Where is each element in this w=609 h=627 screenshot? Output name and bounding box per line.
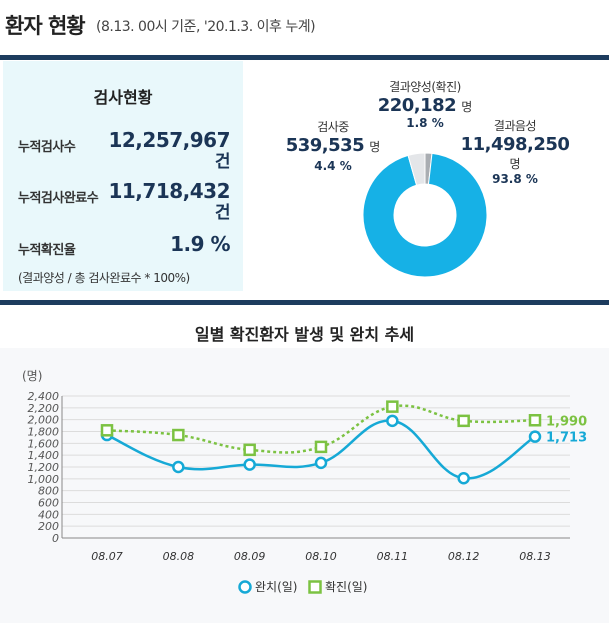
x-tick-label: 08.08 (163, 550, 195, 563)
stat-number: 11,718,432 (108, 179, 230, 203)
trend-chart-title: 일별 확진환자 발생 및 완치 추세 (194, 325, 415, 344)
y-tick-label: 2,400 (28, 390, 60, 403)
y-tick-label: 2,000 (28, 414, 60, 427)
negative-value: 11,498,250 (460, 134, 570, 155)
data-point-square (243, 443, 256, 457)
donut-slice-negative (362, 152, 488, 278)
legend-label: 확진(일) (325, 580, 367, 594)
testing-pct: 4.4 % (314, 159, 352, 173)
y-tick-label: 400 (38, 508, 59, 521)
legend-marker-square (308, 580, 322, 594)
stat-label-positive-rate: 누적확진율 (18, 243, 76, 258)
legend-label: 완치(일) (255, 580, 297, 594)
positive-pct: 1.8 % (406, 116, 444, 130)
donut-label-testing: 검사중 539,535 명 4.4 % (283, 118, 383, 173)
stat-unit: 건 (214, 152, 231, 172)
data-point-square (386, 400, 399, 413)
page-subtitle: (8.13. 00시 기준, '20.1.3. 이후 누계) (96, 19, 316, 35)
x-tick-label: 08.10 (305, 550, 337, 563)
data-point-circle (172, 460, 185, 474)
y-tick-label: 600 (38, 497, 59, 510)
y-tick-label: 2,200 (28, 402, 60, 415)
x-tick-label: 08.07 (91, 550, 123, 563)
data-point-square (172, 428, 185, 442)
y-tick-label: 0 (52, 532, 59, 545)
top-divider (0, 55, 609, 60)
data-point-square (100, 424, 114, 437)
trend-line-chart: (명) 02004006008001,0001,2001,4001,6001,8… (22, 369, 587, 594)
y-axis-label: (명) (22, 369, 42, 383)
positive-unit: 명 (461, 100, 473, 114)
testing-unit: 명 (369, 140, 381, 154)
x-tick-label: 08.12 (448, 550, 480, 563)
end-value-label: 1,713 (546, 431, 587, 446)
data-point-circle (314, 456, 328, 470)
testing-name: 검사중 (317, 120, 349, 134)
y-tick-label: 1,000 (28, 473, 60, 486)
y-tick-label: 200 (38, 520, 59, 533)
middle-divider (0, 300, 609, 305)
stat-number: 12,257,967 (108, 128, 230, 152)
x-tick-label: 08.09 (234, 550, 266, 563)
x-tick-label: 08.11 (377, 550, 409, 563)
end-value-label: 1,990 (546, 414, 587, 429)
page-title: 환자 현황 (5, 14, 86, 38)
x-tick-label: 08.13 (519, 550, 551, 563)
y-tick-label: 1,400 (28, 449, 60, 462)
data-point-circle (528, 430, 542, 443)
data-point-square (314, 440, 328, 454)
data-point-circle (243, 458, 256, 471)
data-point-circle (386, 414, 399, 428)
y-tick-label: 800 (38, 485, 59, 498)
positive-name: 결과양성(확진) (389, 80, 461, 94)
page-header: 환자 현황 (8.13. 00시 기준, '20.1.3. 이후 누계) (0, 0, 609, 55)
stat-label-total-tests: 누적검사수 (18, 140, 76, 155)
negative-pct: 93.8 % (492, 172, 538, 186)
stat-value-total-tests: 12,257,967 건 (108, 129, 230, 173)
legend-marker-circle (238, 580, 252, 594)
test-result-donut (362, 152, 488, 278)
trend-chart-area: (명) 0 200 400 600 800 1,000 1,200 1,400 1,600 1,8… (0, 348, 609, 623)
stat-value-positive-rate: 1.9 % (170, 232, 230, 256)
stat-value-completed-tests: 11,718,432 건 (108, 180, 230, 224)
test-status-title: 검사현황 (93, 88, 153, 107)
test-status-panel: 검사현황 누적검사수 12,257,967 건 누적검사완료수 11,718,4… (3, 61, 243, 291)
stat-unit: 건 (214, 203, 231, 223)
donut-label-positive: 결과양성(확진) 220,182 명 1.8 % (365, 78, 485, 130)
positive-value: 220,182 (377, 95, 457, 116)
stat-label-completed-tests: 누적검사완료수 (18, 191, 99, 206)
y-tick-label: 1,600 (28, 437, 60, 450)
data-point-square (528, 414, 542, 427)
donut-label-negative: 결과음성 11,498,250 명 93.8 % (460, 117, 570, 186)
y-tick-label: 1,200 (28, 461, 60, 474)
donut-slice-testing (407, 152, 426, 186)
data-point-square (457, 414, 470, 428)
testing-value: 539,535 (285, 135, 365, 156)
negative-name: 결과음성 (493, 119, 537, 133)
data-point-circle (457, 471, 470, 485)
positive-rate-note: (결과양성 / 총 검사완료수 * 100%) (18, 271, 190, 285)
y-tick-label: 1,800 (28, 426, 60, 439)
negative-unit: 명 (509, 157, 521, 171)
